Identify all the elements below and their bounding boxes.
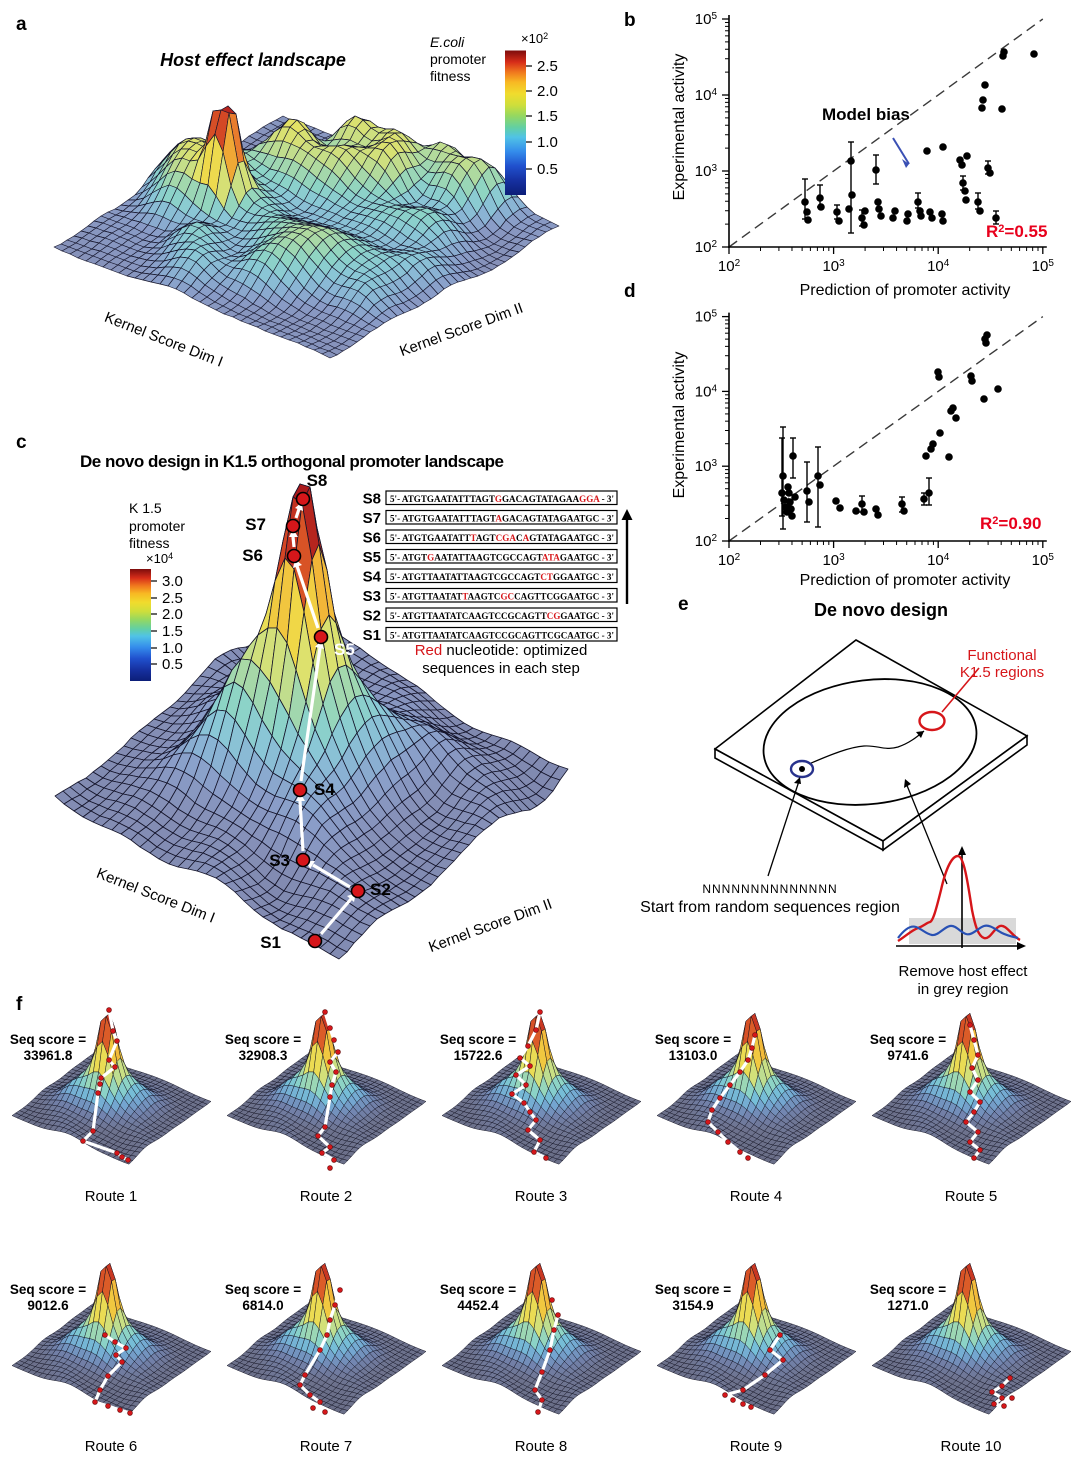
svg-text:Route 1: Route 1 — [85, 1188, 138, 1205]
svg-text:Route 4: Route 4 — [730, 1188, 783, 1205]
svg-text:fitness: fitness — [430, 68, 470, 84]
svg-text:0.5: 0.5 — [162, 656, 183, 673]
svg-text:De novo design in K1.5 orthogo: De novo design in K1.5 orthogonal promot… — [80, 452, 504, 471]
svg-text:E.coli: E.coli — [430, 34, 465, 50]
svg-text:Route 3: Route 3 — [515, 1188, 568, 1205]
svg-text:5'- ATGTGAATATTAAGTCGCCAGTATAG: 5'- ATGTGAATATTAAGTCGCCAGTATAGAATGC - 3' — [390, 553, 614, 563]
svg-text:Route 9: Route 9 — [730, 1438, 783, 1455]
svg-text:S8: S8 — [363, 491, 381, 508]
svg-text:S3: S3 — [363, 588, 381, 605]
svg-text:NNNNNNNNNNNNNN: NNNNNNNNNNNNNN — [702, 882, 837, 896]
svg-text:5'- ATGTGAATATTTAGTAGACAGTATAG: 5'- ATGTGAATATTTAGTAGACAGTATAGAATGC - 3' — [390, 514, 614, 524]
svg-text:S2: S2 — [370, 880, 391, 899]
svg-text:S1: S1 — [260, 933, 281, 952]
svg-text:c: c — [16, 432, 27, 453]
svg-text:S8: S8 — [307, 471, 328, 490]
svg-text:Seq score =: Seq score = — [225, 1282, 301, 1297]
svg-text:Seq score =: Seq score = — [870, 1032, 946, 1047]
svg-text:Seq score =: Seq score = — [225, 1032, 301, 1047]
svg-text:Route 8: Route 8 — [515, 1438, 568, 1455]
svg-text:13103.0: 13103.0 — [669, 1048, 718, 1063]
svg-text:S7: S7 — [363, 510, 381, 527]
svg-text:S4: S4 — [363, 569, 382, 586]
svg-text:5'- ATGTTAATATTAAGTCGCCAGTTCGG: 5'- ATGTTAATATTAAGTCGCCAGTTCGGAATGC - 3' — [390, 592, 614, 602]
svg-text:d: d — [624, 281, 636, 302]
svg-text:Remove host effect: Remove host effect — [899, 963, 1029, 980]
svg-text:promoter: promoter — [430, 51, 486, 67]
svg-text:33961.8: 33961.8 — [24, 1048, 73, 1063]
svg-text:5'- ATGTTAATATTAAGTCGCCAGTCTGG: 5'- ATGTTAATATTAAGTCGCCAGTCTGGAATGC - 3' — [390, 573, 614, 583]
svg-text:Route 7: Route 7 — [300, 1438, 353, 1455]
svg-text:S2: S2 — [363, 608, 381, 625]
svg-text:×104: ×104 — [146, 551, 173, 566]
svg-text:sequences in each step: sequences in each step — [422, 660, 580, 677]
svg-text:R2=0.55: R2=0.55 — [986, 222, 1047, 241]
svg-text:2.5: 2.5 — [162, 590, 183, 607]
svg-text:1.5: 1.5 — [162, 623, 183, 640]
svg-text:S7: S7 — [245, 515, 266, 534]
svg-text:6814.0: 6814.0 — [242, 1298, 283, 1313]
svg-text:R2=0.90: R2=0.90 — [980, 514, 1041, 533]
svg-text:Route 6: Route 6 — [85, 1438, 138, 1455]
svg-text:Experimental activity: Experimental activity — [671, 54, 688, 201]
svg-text:1.0: 1.0 — [537, 134, 558, 151]
svg-text:Host effect landscape: Host effect landscape — [160, 50, 346, 70]
svg-text:3.0: 3.0 — [162, 573, 183, 590]
svg-text:promoter: promoter — [129, 518, 185, 534]
svg-text:Seq score =: Seq score = — [655, 1282, 731, 1297]
svg-text:Red nucleotide: optimized: Red nucleotide: optimized — [415, 642, 588, 659]
svg-text:De novo design: De novo design — [814, 600, 948, 620]
svg-text:S6: S6 — [363, 530, 381, 547]
svg-text:3154.9: 3154.9 — [672, 1298, 713, 1313]
svg-text:Seq score =: Seq score = — [440, 1032, 516, 1047]
svg-text:Seq score =: Seq score = — [655, 1032, 731, 1047]
svg-text:S5: S5 — [363, 549, 381, 566]
svg-text:fitness: fitness — [129, 535, 169, 551]
svg-text:e: e — [678, 594, 689, 615]
svg-text:2.5: 2.5 — [537, 58, 558, 75]
svg-text:in grey region: in grey region — [918, 981, 1009, 998]
svg-text:Route 10: Route 10 — [941, 1438, 1002, 1455]
svg-text:a: a — [16, 14, 27, 35]
svg-text:×102: ×102 — [521, 31, 548, 46]
svg-text:1271.0: 1271.0 — [887, 1298, 928, 1313]
svg-text:Start from random sequences re: Start from random sequences region — [640, 899, 900, 916]
svg-text:32908.3: 32908.3 — [239, 1048, 288, 1063]
svg-text:Seq score =: Seq score = — [10, 1282, 86, 1297]
svg-text:Model bias: Model bias — [822, 105, 910, 124]
svg-text:9741.6: 9741.6 — [887, 1048, 929, 1063]
svg-text:Prediction of promoter activit: Prediction of promoter activity — [800, 282, 1011, 299]
svg-text:K 1.5: K 1.5 — [129, 500, 162, 516]
svg-text:Seq score =: Seq score = — [10, 1032, 86, 1047]
svg-text:9012.6: 9012.6 — [27, 1298, 69, 1313]
svg-text:1.5: 1.5 — [537, 108, 558, 125]
svg-text:Seq score =: Seq score = — [870, 1282, 946, 1297]
svg-text:S4: S4 — [314, 780, 335, 799]
svg-text:5'- ATGTTAATATCAAGTCCGCAGTTCGC: 5'- ATGTTAATATCAAGTCCGCAGTTCGCAATGC - 3' — [390, 631, 614, 641]
svg-text:f: f — [16, 994, 23, 1015]
svg-text:5'- ATGTGAATATTTAGTGGACAGTATAG: 5'- ATGTGAATATTTAGTGGACAGTATAGAAGGA - 3' — [390, 495, 614, 505]
svg-text:Seq score =: Seq score = — [440, 1282, 516, 1297]
svg-text:5'- ATGTGAATATTTAGTCGACAGTATAG: 5'- ATGTGAATATTTAGTCGACAGTATAGAATGC - 3' — [390, 534, 614, 544]
svg-text:Functional: Functional — [967, 647, 1036, 664]
svg-text:S3: S3 — [269, 851, 290, 870]
svg-text:2.0: 2.0 — [537, 83, 558, 100]
svg-text:0.5: 0.5 — [537, 161, 558, 178]
svg-text:Route 5: Route 5 — [945, 1188, 998, 1205]
svg-text:4452.4: 4452.4 — [457, 1298, 499, 1313]
svg-text:1.0: 1.0 — [162, 640, 183, 657]
svg-text:S5: S5 — [334, 640, 355, 659]
svg-text:Route 2: Route 2 — [300, 1188, 353, 1205]
svg-text:5'- ATGTTAATATCAAGTCCGCAGTTCGG: 5'- ATGTTAATATCAAGTCCGCAGTTCGGAATGC - 3' — [390, 612, 614, 622]
svg-text:2.0: 2.0 — [162, 606, 183, 623]
svg-text:K1.5 regions: K1.5 regions — [960, 664, 1044, 681]
svg-text:Prediction of promoter activit: Prediction of promoter activity — [800, 572, 1011, 589]
svg-text:S6: S6 — [242, 546, 263, 565]
svg-text:15722.6: 15722.6 — [454, 1048, 503, 1063]
svg-text:b: b — [624, 10, 636, 31]
svg-text:Experimental activity: Experimental activity — [671, 352, 688, 499]
svg-text:S1: S1 — [363, 627, 381, 644]
